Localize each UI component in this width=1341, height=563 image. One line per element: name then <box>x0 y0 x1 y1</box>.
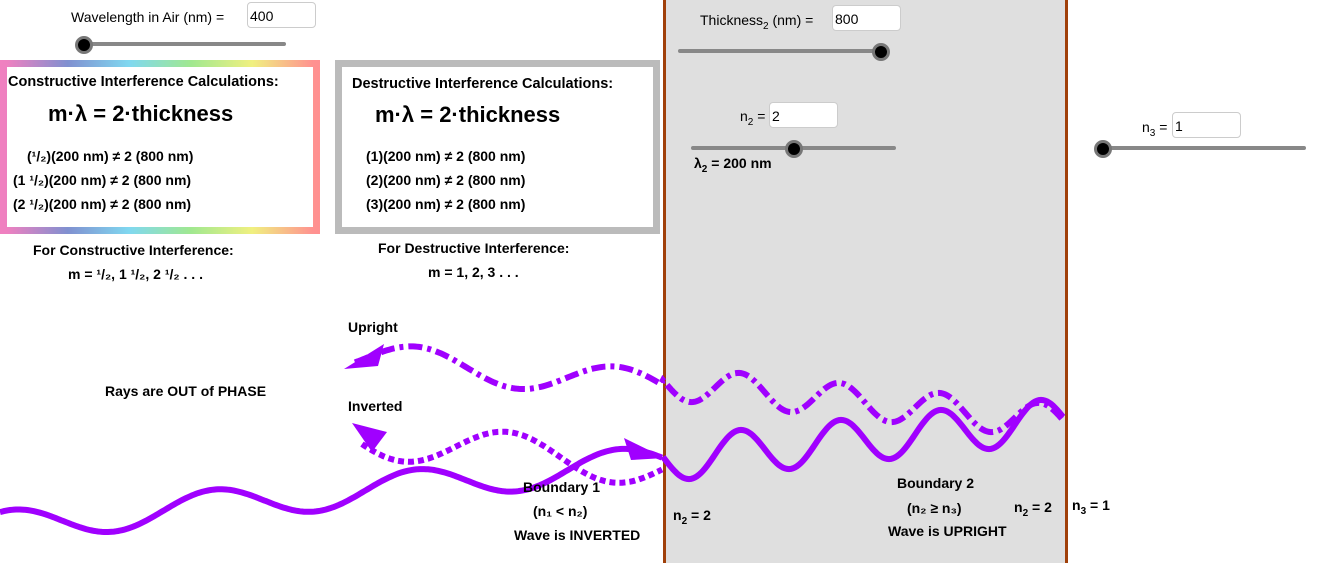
constructive-line-2: (1 ¹/₂)(200 nm) ≠ 2 (800 nm) <box>13 172 192 188</box>
thin-film-medium <box>663 0 1068 563</box>
constructive-calculations-panel: Constructive Interference Calculations: … <box>0 60 320 234</box>
destructive-line-2: (2)(200 nm) ≠ 2 (800 nm) <box>366 172 526 188</box>
boundary1-condition: (n₁ < n₂) <box>533 503 588 519</box>
destructive-line-3: (3)(200 nm) ≠ 2 (800 nm) <box>366 196 526 212</box>
phase-status: Rays are OUT of PHASE <box>105 383 267 399</box>
thickness-input[interactable]: 800 <box>832 5 901 31</box>
thickness-label: Thickness2 (nm) = <box>700 12 814 32</box>
destructive-calculations-panel: Destructive Interference Calculations: m… <box>335 60 660 234</box>
constructive-caption: For Constructive Interference: <box>33 242 234 258</box>
wavelength-slider-handle[interactable] <box>75 36 93 54</box>
boundary1-result: Wave is INVERTED <box>514 527 641 543</box>
destructive-equation: m·λ = 2·thickness <box>375 102 561 127</box>
n3-slider[interactable] <box>1101 146 1306 150</box>
n2-label: n2 = <box>740 108 766 128</box>
n3-label: n3 = <box>1142 119 1168 139</box>
reflected-upright-wave <box>353 343 1066 436</box>
constructive-title: Constructive Interference Calculations: <box>8 74 279 90</box>
n3-slider-handle[interactable] <box>1094 140 1112 158</box>
n3-right-label: n3 = 1 <box>1072 497 1110 517</box>
thickness-slider-handle[interactable] <box>872 43 890 61</box>
n3-input[interactable]: 1 <box>1172 112 1241 138</box>
constructive-line-1: (¹/₂)(200 nm) ≠ 2 (800 nm) <box>27 148 194 164</box>
thickness-slider[interactable] <box>678 49 884 53</box>
reflected-inverted-wave <box>360 428 664 486</box>
n2-right-label: n2 = 2 <box>1014 499 1052 519</box>
wavelength-input[interactable]: 400 <box>247 2 316 28</box>
upright-arrow-icon <box>344 344 384 369</box>
destructive-m-values: m = 1, 2, 3 . . . <box>428 264 519 280</box>
lambda2-readout: λ2 = 200 nm <box>694 155 772 175</box>
wavelength-label: Wavelength in Air (nm) = <box>71 9 225 25</box>
upright-label: Upright <box>348 319 398 335</box>
boundary2-label: Boundary 2 <box>897 475 975 491</box>
boundary2-result: Wave is UPRIGHT <box>888 523 1007 539</box>
boundary1-label: Boundary 1 <box>523 479 601 495</box>
destructive-caption: For Destructive Interference: <box>378 240 570 256</box>
incident-wave <box>0 445 664 535</box>
inverted-label: Inverted <box>348 398 403 414</box>
transmitted-wave <box>660 396 1066 483</box>
constructive-line-3: (2 ¹/₂)(200 nm) ≠ 2 (800 nm) <box>13 196 192 212</box>
boundary2-condition: (n₂ ≥ n₃) <box>907 500 962 516</box>
n2-left-label: n2 = 2 <box>673 507 711 527</box>
constructive-m-values: m = ¹/₂, 1 ¹/₂, 2 ¹/₂ . . . <box>68 266 203 282</box>
incident-arrow-icon <box>624 438 665 460</box>
destructive-title: Destructive Interference Calculations: <box>352 76 614 92</box>
inverted-arrow-icon <box>352 423 387 452</box>
n2-slider-handle[interactable] <box>785 140 803 158</box>
destructive-line-1: (1)(200 nm) ≠ 2 (800 nm) <box>366 148 526 164</box>
wavelength-slider[interactable] <box>82 42 286 46</box>
n2-input[interactable]: 2 <box>769 102 838 128</box>
constructive-equation: m·λ = 2·thickness <box>48 101 234 126</box>
